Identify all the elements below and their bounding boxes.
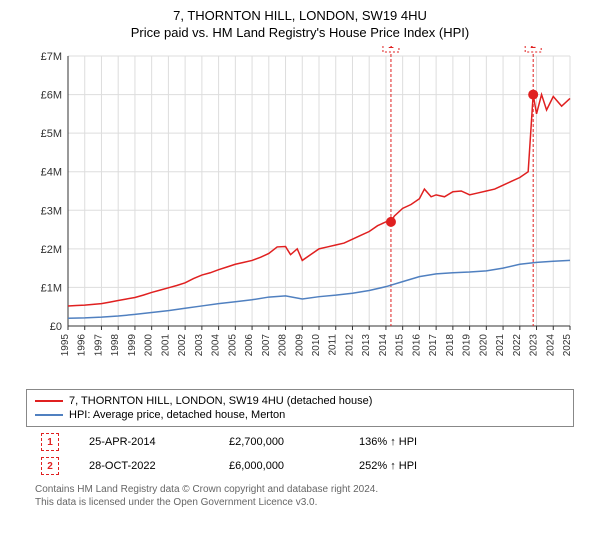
footnote-line2: This data is licensed under the Open Gov… (35, 496, 565, 509)
svg-text:2: 2 (530, 46, 536, 51)
svg-text:2015: 2015 (395, 334, 406, 357)
svg-text:£3M: £3M (41, 205, 62, 217)
transaction-marker: 2 (41, 457, 59, 475)
svg-text:2022: 2022 (512, 334, 523, 357)
footnote-line1: Contains HM Land Registry data © Crown c… (35, 483, 565, 496)
svg-text:2003: 2003 (194, 334, 205, 357)
svg-text:2021: 2021 (495, 334, 506, 357)
transaction-marker: 1 (41, 433, 59, 451)
svg-text:1995: 1995 (60, 334, 71, 357)
transaction-date: 25-APR-2014 (89, 436, 199, 448)
svg-text:2012: 2012 (344, 334, 355, 357)
svg-text:1999: 1999 (127, 334, 138, 357)
legend-label: HPI: Average price, detached house, Mert… (69, 409, 285, 421)
transaction-row: 2 28-OCT-2022 £6,000,000 252% ↑ HPI (35, 457, 565, 475)
legend-swatch (35, 414, 63, 416)
svg-text:£0: £0 (50, 321, 62, 333)
svg-text:2014: 2014 (378, 334, 389, 357)
svg-text:2016: 2016 (411, 334, 422, 357)
transaction-pct: 252% ↑ HPI (359, 460, 469, 472)
svg-text:2009: 2009 (294, 334, 305, 357)
svg-text:2017: 2017 (428, 334, 439, 357)
svg-text:2002: 2002 (177, 334, 188, 357)
svg-text:2001: 2001 (160, 334, 171, 357)
transactions-list: 1 25-APR-2014 £2,700,000 136% ↑ HPI 2 28-OCT-… (35, 427, 565, 475)
svg-text:1997: 1997 (93, 334, 104, 357)
svg-text:1: 1 (388, 46, 394, 51)
transaction-price: £2,700,000 (229, 436, 329, 448)
legend-box: 7, THORNTON HILL, LONDON, SW19 4HU (deta… (26, 389, 574, 427)
price-chart: £0 £1M £2M £3M £4M £5M £6M £7M 1995 1996 1997 1998 1… (20, 46, 580, 381)
transaction-pct: 136% ↑ HPI (359, 436, 469, 448)
legend-item: 7, THORNTON HILL, LONDON, SW19 4HU (deta… (35, 394, 565, 408)
transaction-price: £6,000,000 (229, 460, 329, 472)
transaction-date: 28-OCT-2022 (89, 460, 199, 472)
transaction-row: 1 25-APR-2014 £2,700,000 136% ↑ HPI (35, 433, 565, 451)
svg-text:2005: 2005 (227, 334, 238, 357)
svg-text:2020: 2020 (478, 334, 489, 357)
svg-text:2006: 2006 (244, 334, 255, 357)
svg-text:£5M: £5M (41, 128, 62, 140)
svg-text:£4M: £4M (41, 167, 62, 179)
svg-text:1998: 1998 (110, 334, 121, 357)
svg-text:2008: 2008 (278, 334, 289, 357)
legend-label: 7, THORNTON HILL, LONDON, SW19 4HU (deta… (69, 395, 372, 407)
svg-text:£6M: £6M (41, 90, 62, 102)
footnote: Contains HM Land Registry data © Crown c… (35, 483, 565, 509)
svg-text:2024: 2024 (545, 334, 556, 357)
svg-text:2023: 2023 (529, 334, 540, 357)
page-title: 7, THORNTON HILL, LONDON, SW19 4HU (173, 8, 427, 23)
svg-text:£1M: £1M (41, 282, 62, 294)
svg-text:2025: 2025 (562, 334, 573, 357)
svg-text:2004: 2004 (211, 334, 222, 357)
svg-text:2013: 2013 (361, 334, 372, 357)
svg-text:£7M: £7M (41, 51, 62, 63)
svg-text:2007: 2007 (261, 334, 272, 357)
legend-swatch (35, 400, 63, 402)
legend-item: HPI: Average price, detached house, Mert… (35, 408, 565, 422)
svg-text:2000: 2000 (144, 334, 155, 357)
svg-text:2018: 2018 (445, 334, 456, 357)
chart-svg: £0 £1M £2M £3M £4M £5M £6M £7M 1995 1996 1997 1998 1… (20, 46, 580, 376)
svg-text:£2M: £2M (41, 244, 62, 256)
svg-text:1996: 1996 (77, 334, 88, 357)
svg-text:2010: 2010 (311, 334, 322, 357)
page-subtitle: Price paid vs. HM Land Registry's House … (131, 25, 469, 40)
svg-text:2019: 2019 (462, 334, 473, 357)
svg-text:2011: 2011 (328, 334, 339, 356)
